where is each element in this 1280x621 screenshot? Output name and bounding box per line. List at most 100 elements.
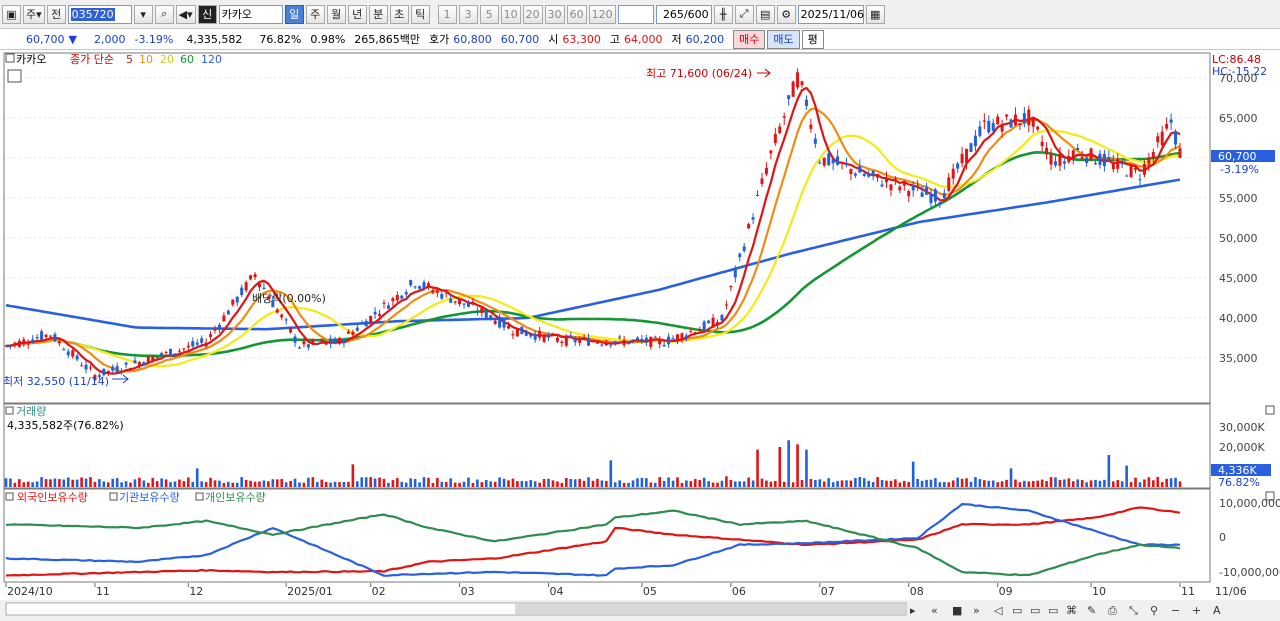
x-axis-label: 08 <box>910 585 924 598</box>
interval-60[interactable]: 60 <box>566 4 587 24</box>
volume-bar <box>822 481 826 487</box>
volume-bar <box>1165 478 1168 487</box>
price-y-label: 45,000 <box>1219 272 1258 285</box>
volume-bar <box>1134 477 1137 487</box>
volume-bar <box>347 481 350 487</box>
save-icon[interactable]: ▤ <box>755 4 775 24</box>
volume-tag-bg <box>1211 464 1271 476</box>
price-title[interactable]: 카카오 <box>16 53 46 66</box>
candle-body <box>244 282 248 291</box>
draw-tool-icon[interactable]: ⤢ <box>734 4 754 24</box>
candle-body <box>627 341 631 345</box>
code-dropdown-icon[interactable]: ▾ <box>133 4 153 24</box>
candle-type-icon[interactable]: ╫ <box>713 4 733 24</box>
volume-bar <box>62 479 66 487</box>
volume-bar <box>1009 468 1013 487</box>
rewind-icon[interactable]: « <box>931 604 938 617</box>
interval-custom-input[interactable] <box>617 4 654 24</box>
count-input[interactable]: 265/600 <box>655 4 712 24</box>
volume-bar <box>253 481 257 487</box>
zoom-range-icon[interactable]: ▭ <box>1030 604 1040 617</box>
volume-bar <box>951 480 955 487</box>
print-icon[interactable]: ⎙ <box>1108 604 1117 617</box>
volume-bar <box>307 477 310 487</box>
legend-individual-icon <box>195 492 204 501</box>
volume-bar <box>453 482 457 487</box>
candle-body <box>733 268 737 278</box>
prev-button[interactable]: 전 <box>46 4 66 24</box>
tab-period-week[interactable]: 주 <box>305 4 325 24</box>
sell-button[interactable]: 매도 <box>767 29 800 49</box>
tab-period-tick[interactable]: 틱 <box>410 4 430 24</box>
candle-body <box>600 344 604 346</box>
font-icon[interactable]: A <box>1213 604 1221 617</box>
candle-body <box>662 344 666 347</box>
speaker-icon[interactable]: ◀▾ <box>175 4 196 24</box>
interval-3[interactable]: 3 <box>458 4 478 24</box>
candle-body <box>142 362 146 366</box>
volume-bar <box>538 482 541 487</box>
zoom-slider-icon[interactable]: ▭ <box>1012 604 1022 617</box>
candle-body <box>302 341 306 345</box>
volume-close-icon[interactable] <box>1265 405 1275 415</box>
zoom-out-icon[interactable]: ◁ <box>994 604 1003 617</box>
minus-icon[interactable]: − <box>1171 604 1180 617</box>
volume-bar <box>1089 480 1093 487</box>
tab-period-month[interactable]: 월 <box>326 4 346 24</box>
interval-1[interactable]: 1 <box>437 4 457 24</box>
low-label: 저 <box>671 33 682 46</box>
stock-code-input[interactable]: 035720 <box>67 4 132 24</box>
gear-icon[interactable]: ⚙ <box>776 4 796 24</box>
volume-bar <box>1107 455 1111 487</box>
volume-bar <box>845 480 848 487</box>
stop-icon[interactable]: ■ <box>952 604 962 617</box>
zoom-bar-icon[interactable]: ▭ <box>1048 604 1058 617</box>
volume-bar <box>649 482 653 487</box>
holding-menu-icon[interactable] <box>5 492 14 501</box>
interval-5[interactable]: 5 <box>479 4 499 24</box>
candle-body <box>191 341 195 347</box>
play-icon[interactable]: ▸ <box>910 604 916 617</box>
volume-bar <box>71 479 75 487</box>
interval-20[interactable]: 20 <box>522 4 543 24</box>
layout-icon[interactable]: ⌘ <box>1066 604 1077 617</box>
tab-period-minute[interactable]: 분 <box>368 4 388 24</box>
window-layout-icon[interactable]: ▣ <box>2 4 21 24</box>
pen-icon[interactable]: ✎ <box>1087 604 1096 617</box>
volume-bar <box>324 481 328 487</box>
panel-menu-icon[interactable] <box>5 53 15 63</box>
find-icon[interactable]: ⚲ <box>1150 604 1158 617</box>
volume-current-tag: 4,336K <box>1218 464 1257 477</box>
candle-body <box>209 334 213 337</box>
interval-30[interactable]: 30 <box>544 4 565 24</box>
volume-bar <box>645 478 648 487</box>
calendar-icon[interactable]: ▦ <box>865 4 885 24</box>
scroll-thumb[interactable] <box>515 604 905 614</box>
candle-body <box>644 337 648 343</box>
interval-10[interactable]: 10 <box>500 4 521 24</box>
stock-name-field[interactable]: 카카오 <box>218 4 283 24</box>
candle-body <box>1129 164 1133 177</box>
tab-period-year[interactable]: 년 <box>347 4 367 24</box>
candle-body <box>542 334 546 342</box>
expand-icon[interactable]: ⤡ <box>1129 604 1138 617</box>
tab-period-day[interactable]: 일 <box>284 4 304 24</box>
candle-body <box>364 320 368 327</box>
volume-menu-icon[interactable] <box>5 406 14 415</box>
buy-button[interactable]: 매수 <box>733 29 766 49</box>
shin-button[interactable]: 신 <box>197 4 217 24</box>
forward-icon[interactable]: » <box>973 604 980 617</box>
date-input[interactable]: 2025/11/06 <box>797 4 864 24</box>
interval-120[interactable]: 120 <box>588 4 616 24</box>
data-table-icon[interactable] <box>7 69 22 83</box>
tab-period-second[interactable]: 초 <box>389 4 409 24</box>
search-icon[interactable]: ⌕ <box>154 4 174 24</box>
plus-icon[interactable]: + <box>1192 604 1201 617</box>
volume-bar <box>520 480 524 487</box>
period-type-select[interactable]: 주 ▾ <box>23 4 45 24</box>
stock-chart[interactable]: 카카오 종가 단순 5 10 20 60 120 LC:86.48 HC:-15… <box>0 50 1280 621</box>
eval-button[interactable]: 평 <box>801 29 824 49</box>
candle-body <box>871 170 875 176</box>
volume-bar <box>836 480 839 487</box>
holding-close-icon[interactable] <box>1265 491 1275 501</box>
